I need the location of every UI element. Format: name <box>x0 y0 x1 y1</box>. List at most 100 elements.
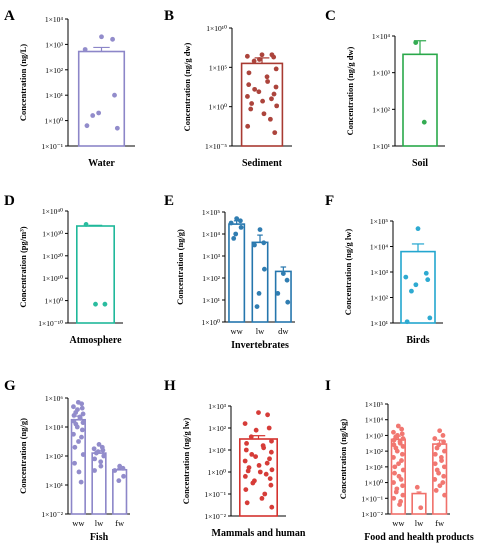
data-point <box>425 277 431 283</box>
data-point <box>269 438 274 444</box>
x-tick-label: fw <box>115 518 125 528</box>
y-tick-label: 1×10⁴ <box>372 32 390 41</box>
data-point <box>272 130 278 136</box>
chart-panel-F: F 1×10¹ 1×10² 1×10³ 1×10⁴ 1×10⁵ Concentration … <box>325 193 443 346</box>
data-point <box>257 227 263 233</box>
bar <box>400 250 436 324</box>
data-point <box>246 70 252 76</box>
data-point <box>263 471 269 477</box>
data-point <box>262 491 268 497</box>
data-point <box>78 479 84 485</box>
data-point <box>441 439 446 445</box>
y-tick-label: 1×10⁴ <box>370 243 388 252</box>
y-axis-label: Concentration (ng/L) <box>18 44 28 121</box>
data-point <box>256 410 261 415</box>
data-point <box>439 458 444 463</box>
data-point <box>231 236 237 241</box>
y-axis-label: Concentration (ng/kg) <box>338 419 348 500</box>
y-axis-label: Concentration (ng/g) <box>175 229 185 305</box>
data-point <box>441 473 447 479</box>
data-point <box>121 473 126 479</box>
data-point <box>441 464 447 470</box>
data-point <box>442 492 447 498</box>
data-point <box>91 446 97 452</box>
data-point <box>252 86 258 92</box>
data-point <box>432 461 438 467</box>
data-point <box>71 413 77 418</box>
data-point <box>400 436 406 441</box>
data-point <box>261 111 267 117</box>
data-point <box>249 452 255 457</box>
y-tick-label: 1×10⁵ <box>209 63 227 72</box>
x-tick-label: ww <box>231 326 244 336</box>
y-tick-label: 1×10⁻² <box>41 510 63 519</box>
x-axis-label: Invertebrates <box>231 340 289 351</box>
data-point <box>269 504 275 510</box>
data-point <box>432 477 438 482</box>
y-tick-label: 1×10³⁰ <box>42 229 63 238</box>
data-point <box>265 412 270 418</box>
data-point <box>112 468 118 473</box>
chart-panel-C: C 1×10¹ 1×10² 1×10³ 1×10⁴ Concentration (ng/g… <box>325 8 445 169</box>
data-point <box>245 123 251 129</box>
data-point <box>432 451 438 457</box>
x-tick-label: lw <box>415 518 424 528</box>
data-point <box>268 449 274 455</box>
data-point <box>398 477 404 482</box>
data-point <box>93 301 98 307</box>
y-tick-label: 1×10³ <box>365 431 383 440</box>
data-point <box>392 470 397 476</box>
y-tick-label: 1×10⁴⁰ <box>42 207 63 216</box>
y-tick-label: 1×10⁻¹⁰ <box>38 319 63 328</box>
data-point <box>391 429 396 435</box>
data-point <box>261 445 267 451</box>
panel-letter: G <box>4 378 16 394</box>
x-tick-label: ww <box>392 518 405 528</box>
data-point <box>238 218 243 224</box>
data-point <box>264 460 270 466</box>
data-point <box>273 66 279 72</box>
data-point <box>433 488 439 493</box>
data-point <box>244 441 249 446</box>
data-point <box>243 487 249 492</box>
bar <box>77 50 126 147</box>
data-point <box>82 47 88 52</box>
y-tick-label: 1×10² <box>365 447 383 456</box>
panel-letter: F <box>325 193 334 209</box>
data-point <box>391 480 396 485</box>
y-tick-label: 1×10⁵ <box>365 400 383 409</box>
data-point <box>84 123 90 129</box>
x-tick-label: lw <box>256 326 265 336</box>
data-point <box>414 484 420 490</box>
y-tick-label: 1×10⁰ <box>208 468 227 477</box>
data-point <box>90 113 96 118</box>
data-point <box>252 242 257 248</box>
data-point <box>423 270 429 276</box>
y-axis-label: Concentration (ng/g lw) <box>343 229 353 316</box>
data-point <box>110 36 115 42</box>
data-point <box>116 478 122 484</box>
data-point <box>76 439 81 444</box>
data-point <box>261 240 267 246</box>
data-point <box>285 299 291 305</box>
x-tick-label: ww <box>72 518 85 528</box>
data-point <box>256 291 262 296</box>
y-tick-label: 1×10⁶ <box>45 394 63 403</box>
data-point <box>246 82 252 88</box>
data-point <box>400 444 406 449</box>
data-point <box>245 94 250 99</box>
data-point <box>101 453 107 459</box>
y-tick-label: 1×10⁻¹ <box>41 142 63 151</box>
data-point <box>392 464 398 470</box>
data-point <box>96 442 102 447</box>
data-point <box>413 282 419 288</box>
panel-letter: E <box>164 193 174 209</box>
data-point <box>80 411 86 417</box>
data-point <box>436 470 442 476</box>
data-point <box>243 447 249 453</box>
data-point <box>71 431 76 437</box>
data-point <box>399 426 405 432</box>
data-point <box>242 458 248 464</box>
data-point <box>267 116 273 122</box>
data-point <box>437 483 443 489</box>
